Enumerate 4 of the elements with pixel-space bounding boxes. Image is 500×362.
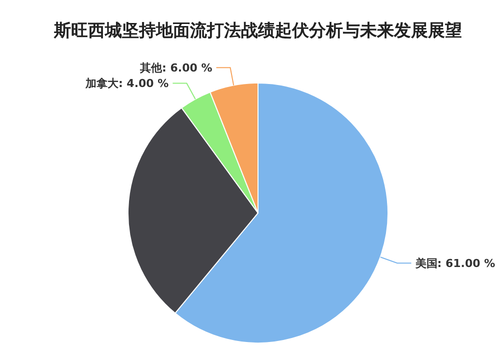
chart-title: 斯旺西城坚持地面流打法战绩起伏分析与未来发展展望: [53, 21, 462, 41]
slice-label: 加拿大: 4.00 %: [84, 77, 169, 90]
slice-label: 其他: 6.00 %: [139, 61, 212, 74]
slice-label: 美国: 61.00 %: [414, 256, 496, 270]
